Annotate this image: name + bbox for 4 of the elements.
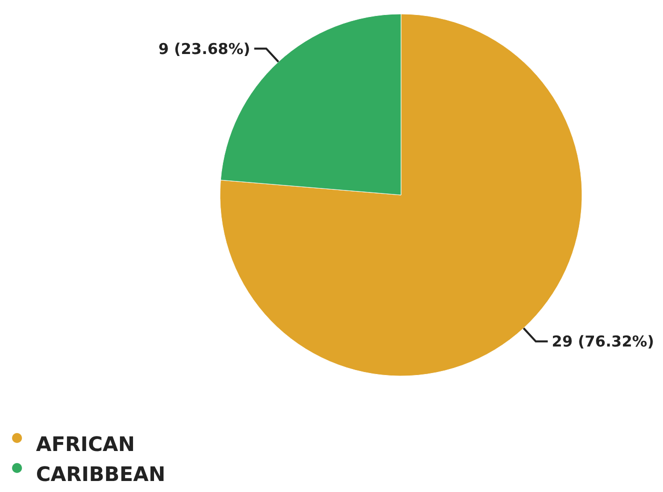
- data-label: 29 (76.32%): [552, 332, 654, 351]
- data-label: 9 (23.68%): [158, 40, 250, 58]
- legend-label: AFRICAN: [36, 432, 135, 456]
- legend-label: CARIBBEAN: [36, 462, 166, 486]
